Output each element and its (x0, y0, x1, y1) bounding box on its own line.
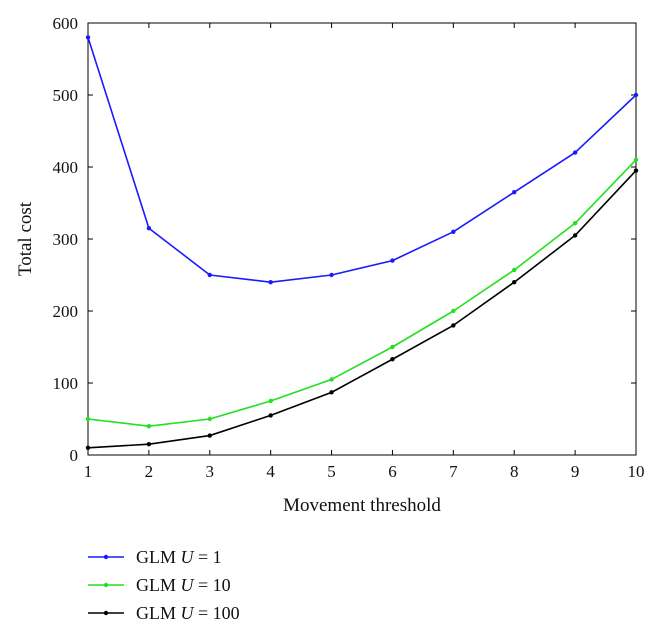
data-point (207, 433, 212, 438)
data-point (572, 233, 578, 238)
x-tick-label: 3 (206, 462, 215, 481)
x-tick-label: 9 (571, 462, 580, 481)
y-tick-label: 500 (53, 86, 79, 105)
series-3 (85, 168, 639, 450)
data-point (572, 220, 578, 226)
data-point (85, 35, 91, 40)
series-line (87, 170, 637, 449)
data-point (146, 226, 152, 231)
y-axis: 0 100 200 300 400 500 600 (53, 14, 636, 465)
data-point (268, 413, 273, 418)
y-tick-label: 600 (53, 14, 79, 33)
y-tick-label: 200 (53, 302, 79, 321)
data-point (329, 377, 334, 382)
x-tick-label: 5 (327, 462, 336, 481)
legend-item: GLM U = 1 (88, 547, 222, 567)
data-point (207, 416, 212, 422)
x-axis: 1 2 3 4 5 6 7 8 9 10 (84, 23, 645, 481)
series-layer (85, 35, 639, 450)
data-point (633, 168, 639, 173)
data-point (512, 267, 517, 273)
data-point (85, 416, 91, 422)
x-tick-label: 7 (449, 462, 458, 481)
data-point (329, 390, 334, 395)
data-point (451, 308, 456, 314)
y-tick-label: 100 (53, 374, 79, 393)
data-point (268, 398, 273, 404)
legend-label: GLM U = 100 (136, 603, 240, 623)
x-tick-label: 4 (266, 462, 275, 481)
data-point (268, 280, 273, 285)
series-line (87, 37, 637, 284)
data-point (633, 92, 639, 98)
legend-label: GLM U = 10 (136, 575, 231, 595)
data-point (207, 272, 212, 278)
data-point (512, 190, 517, 195)
x-tick-label: 10 (628, 462, 645, 481)
data-point (146, 442, 152, 447)
data-point (451, 323, 456, 328)
data-point (85, 445, 91, 450)
y-tick-label: 0 (70, 446, 79, 465)
data-point (572, 150, 578, 155)
x-tick-label: 2 (145, 462, 154, 481)
x-tick-label: 6 (388, 462, 397, 481)
y-axis-label: Total cost (15, 201, 36, 276)
legend-swatch-marker (103, 582, 109, 588)
legend-label: GLM U = 1 (136, 547, 222, 567)
series-2 (85, 157, 639, 429)
data-point (390, 258, 395, 263)
data-point (390, 344, 395, 350)
x-tick-label: 1 (84, 462, 93, 481)
legend-item: GLM U = 100 (88, 603, 240, 623)
legend-swatch-marker (103, 610, 109, 616)
legend-swatch-marker (103, 554, 109, 560)
data-point (390, 357, 395, 362)
x-tick-label: 8 (510, 462, 519, 481)
y-tick-label: 300 (53, 230, 79, 249)
series-1 (85, 35, 639, 285)
series-line (87, 159, 637, 428)
data-point (633, 157, 639, 162)
x-axis-label: Movement threshold (283, 495, 441, 516)
data-point (329, 272, 334, 278)
data-point (146, 424, 152, 429)
y-tick-label: 400 (53, 158, 79, 177)
legend: GLM U = 1 GLM U = 10 GLM U = 100 (88, 547, 240, 623)
legend-item: GLM U = 10 (88, 575, 231, 595)
data-point (512, 280, 517, 285)
data-point (451, 229, 456, 234)
